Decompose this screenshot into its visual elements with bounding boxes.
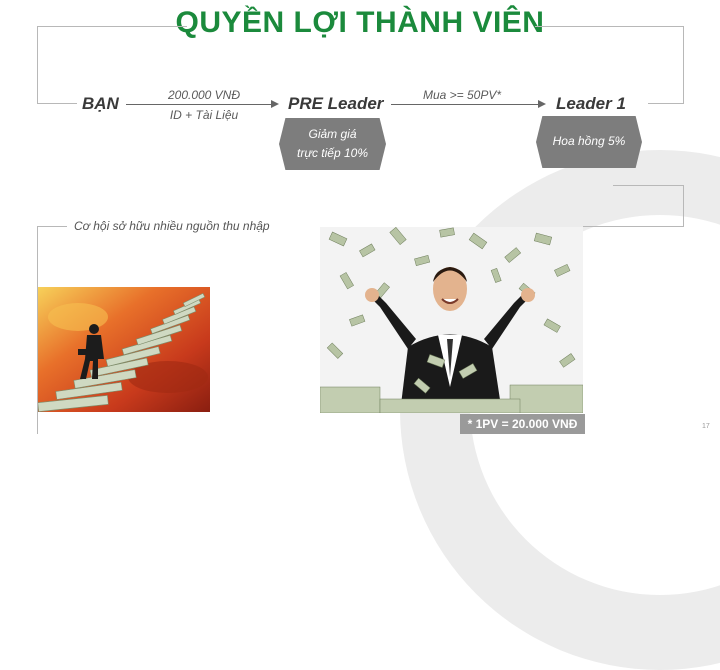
frame-line: [37, 226, 67, 227]
arrow-1-head: [271, 100, 279, 108]
arrow-2-head: [538, 100, 546, 108]
page-number: 17: [702, 423, 710, 430]
tag-commission: Hoa hồng 5%: [536, 116, 642, 168]
frame-line: [613, 185, 683, 186]
node-pre-leader: PRE Leader: [288, 94, 384, 113]
arrow-1: [126, 104, 271, 105]
frame-line: [37, 26, 187, 27]
tag-discount: Giảm giá trực tiếp 10%: [279, 118, 386, 170]
frame-line: [683, 26, 684, 104]
frame-line: [37, 226, 38, 434]
page-title: QUYỀN LỢI THÀNH VIÊN: [175, 6, 545, 39]
tag-discount-line2: trực tiếp 10%: [297, 146, 368, 160]
image-money-rain: [320, 227, 583, 413]
frame-line: [37, 26, 38, 104]
arrow-2: [391, 104, 538, 105]
frame-line: [535, 26, 683, 27]
tag-commission-text: Hoa hồng 5%: [552, 134, 626, 149]
node-you: BẠN: [82, 94, 119, 113]
frame-line: [37, 103, 77, 104]
image-money-stairs: [38, 287, 210, 412]
section-subtitle: Cơ hội sở hữu nhiều nguồn thu nhập: [70, 219, 274, 233]
frame-line: [648, 103, 684, 104]
edge-2-requirement: Mua >= 50PV*: [422, 88, 502, 102]
edge-1-price: 200.000 VNĐ: [167, 88, 241, 102]
frame-line: [583, 226, 684, 227]
footnote: * 1PV = 20.000 VNĐ: [460, 414, 585, 434]
frame-line: [683, 185, 684, 226]
edge-1-requirements: ID + Tài Liệu: [169, 108, 239, 122]
tag-discount-line1: Giảm giá: [308, 126, 357, 141]
node-leader-1: Leader 1: [556, 94, 626, 113]
